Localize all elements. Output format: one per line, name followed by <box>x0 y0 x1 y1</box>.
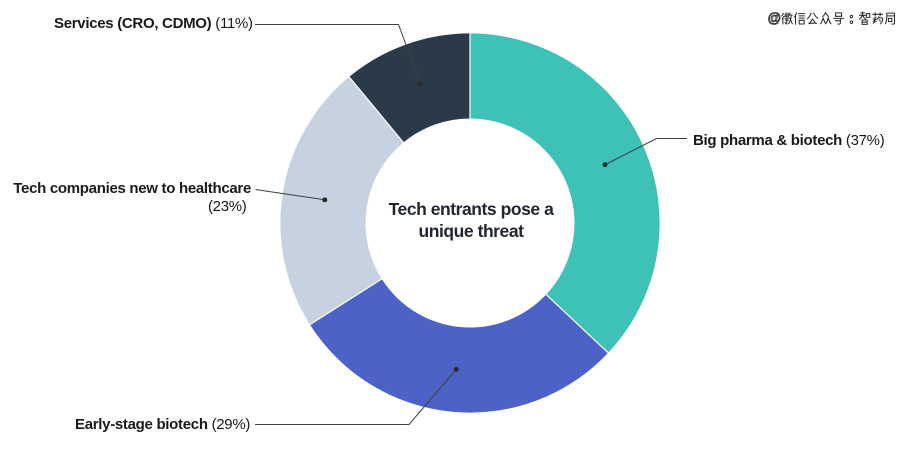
svg-text:@: @ <box>768 11 782 26</box>
